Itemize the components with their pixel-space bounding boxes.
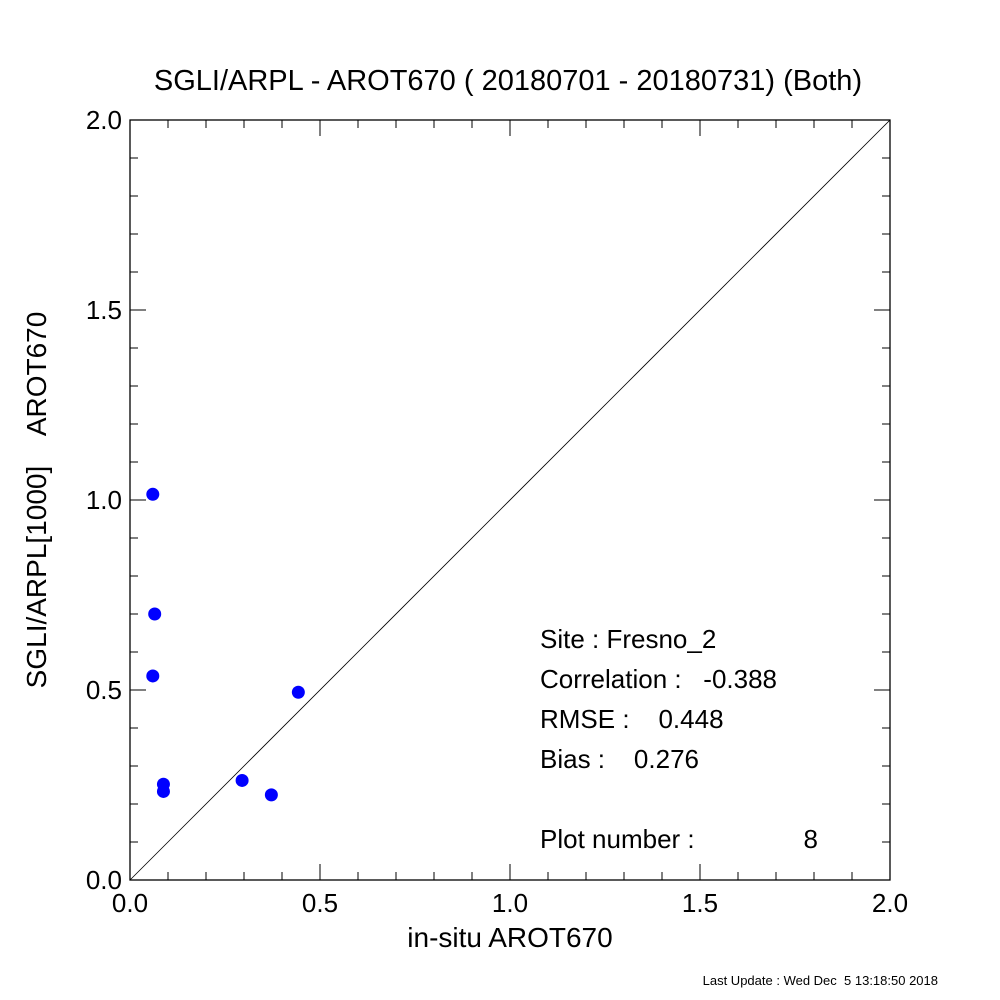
- plot-number-value: 8: [804, 824, 818, 854]
- plot-number-label: Plot number :: [540, 824, 695, 854]
- data-point: [146, 669, 160, 683]
- x-tick-label: 0.5: [302, 888, 338, 918]
- data-point: [264, 788, 278, 802]
- correlation-label: Correlation : -0.388: [540, 664, 777, 694]
- site-label: Site : Fresno_2: [540, 624, 716, 654]
- y-tick-label: 1.0: [86, 485, 122, 515]
- data-point: [146, 487, 160, 501]
- data-point: [156, 784, 170, 798]
- data-point: [235, 773, 249, 787]
- y-axis-label: SGLI/ARPL[1000] AROT670: [21, 312, 52, 689]
- x-tick-label: 1.5: [682, 888, 718, 918]
- data-point: [291, 685, 305, 699]
- axis-tick-labels: 0.0 0.5 1.0 1.5 2.0 0.0 0.5 1.0 1.5 2.0: [86, 105, 908, 918]
- chart-title: SGLI/ARPL - AROT670 ( 20180701 - 2018073…: [154, 65, 862, 97]
- y-tick-label: 2.0: [86, 105, 122, 135]
- one-to-one-line: [129, 119, 891, 881]
- y-tick-label: 0.5: [86, 675, 122, 705]
- data-point: [148, 607, 162, 621]
- y-tick-label: 1.5: [86, 295, 122, 325]
- x-tick-label: 2.0: [872, 888, 908, 918]
- x-tick-label: 1.0: [492, 888, 528, 918]
- y-tick-label: 0.0: [86, 865, 122, 895]
- bias-label: Bias : 0.276: [540, 744, 699, 774]
- data-points: [146, 487, 305, 802]
- rmse-label: RMSE : 0.448: [540, 704, 724, 734]
- axis-ticks: [129, 119, 891, 881]
- x-tick-label: 0.0: [112, 888, 148, 918]
- stats-annotation: Site : Fresno_2 Correlation : -0.388 RMS…: [540, 624, 818, 854]
- last-update-footer: Last Update : Wed Dec 5 13:18:50 2018: [703, 973, 938, 988]
- plot-area: 0.0 0.5 1.0 1.5 2.0 0.0 0.5 1.0 1.5 2.0: [86, 105, 908, 918]
- x-axis-label: in-situ AROT670: [407, 922, 612, 953]
